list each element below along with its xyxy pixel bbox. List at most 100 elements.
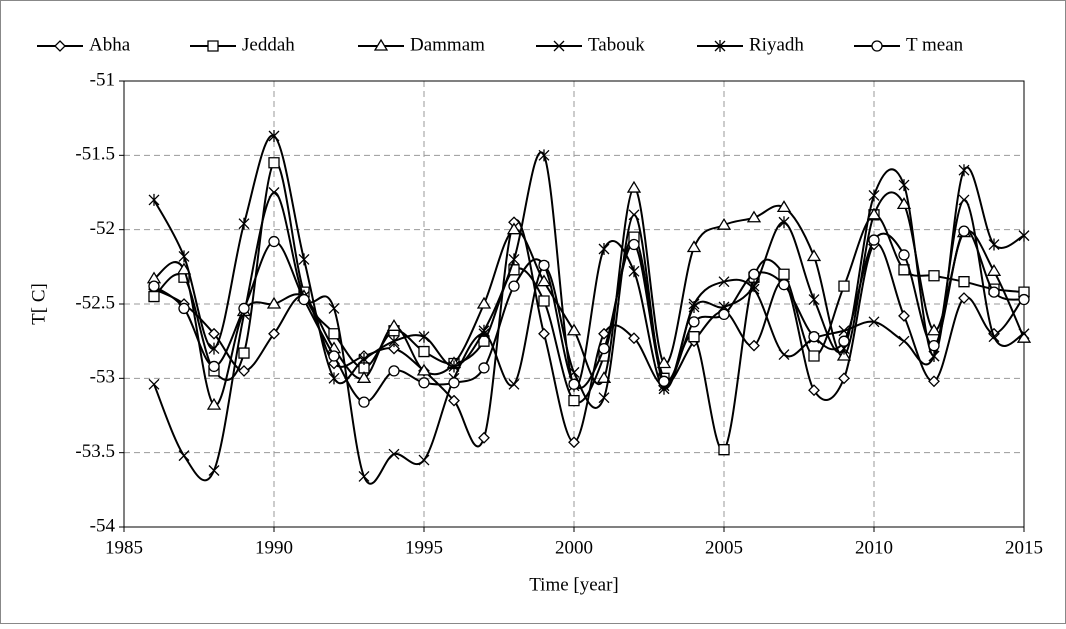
marker bbox=[988, 286, 1000, 298]
x-axis-label: Time [year] bbox=[529, 574, 619, 595]
y-tick-label: -52.5 bbox=[75, 292, 115, 313]
marker bbox=[358, 470, 370, 482]
marker bbox=[478, 362, 490, 374]
marker bbox=[838, 335, 850, 347]
marker bbox=[928, 270, 940, 282]
marker bbox=[238, 217, 250, 230]
series-line bbox=[153, 134, 1025, 390]
marker bbox=[328, 303, 340, 314]
marker bbox=[898, 335, 910, 347]
marker bbox=[328, 350, 340, 362]
legend-label: T mean bbox=[906, 34, 964, 55]
legend-item: Tabouk bbox=[536, 34, 645, 55]
marker bbox=[598, 342, 610, 355]
marker bbox=[568, 394, 580, 407]
legend-marker bbox=[207, 40, 219, 52]
marker bbox=[238, 364, 250, 377]
marker bbox=[208, 360, 220, 373]
marker bbox=[476, 296, 492, 309]
marker bbox=[208, 465, 220, 476]
marker bbox=[268, 157, 280, 169]
marker bbox=[628, 332, 640, 345]
marker bbox=[958, 194, 970, 206]
legend-item: Dammam bbox=[358, 34, 485, 55]
marker bbox=[988, 331, 1000, 343]
marker bbox=[686, 240, 702, 253]
legend-item: Jeddah bbox=[190, 34, 295, 55]
marker bbox=[898, 249, 910, 261]
marker bbox=[718, 308, 730, 321]
marker bbox=[896, 197, 912, 210]
marker bbox=[506, 222, 522, 235]
legend-item: Riyadh bbox=[697, 34, 804, 55]
legend-item: T mean bbox=[854, 34, 964, 55]
marker bbox=[178, 250, 190, 263]
marker bbox=[388, 335, 400, 348]
marker bbox=[746, 210, 762, 223]
marker bbox=[1018, 229, 1030, 242]
marker bbox=[148, 378, 160, 390]
marker bbox=[268, 327, 280, 340]
marker bbox=[598, 242, 610, 255]
marker bbox=[388, 342, 400, 355]
marker bbox=[748, 268, 760, 280]
marker bbox=[868, 316, 880, 328]
marker bbox=[628, 265, 640, 278]
marker bbox=[268, 235, 280, 248]
legend-marker bbox=[373, 38, 389, 51]
marker bbox=[328, 372, 340, 385]
marker bbox=[868, 234, 880, 246]
marker bbox=[806, 249, 822, 262]
y-tick-label: -53 bbox=[90, 367, 115, 388]
marker bbox=[538, 259, 550, 271]
marker bbox=[478, 324, 490, 337]
marker bbox=[568, 378, 580, 390]
marker bbox=[1018, 293, 1030, 306]
marker bbox=[238, 347, 250, 359]
legend-marker bbox=[871, 40, 883, 52]
marker bbox=[418, 345, 430, 358]
marker bbox=[808, 350, 820, 362]
marker bbox=[358, 353, 370, 366]
y-axis-label: T[ C] bbox=[28, 283, 49, 325]
marker bbox=[808, 293, 820, 306]
x-tick-label: 2010 bbox=[855, 537, 893, 558]
x-tick-label: 2005 bbox=[705, 537, 743, 558]
marker bbox=[718, 444, 730, 456]
marker bbox=[448, 394, 460, 407]
marker bbox=[928, 339, 940, 352]
marker bbox=[208, 342, 220, 355]
marker bbox=[566, 323, 582, 336]
x-tick-label: 1990 bbox=[255, 537, 293, 558]
marker bbox=[358, 396, 370, 408]
marker bbox=[418, 330, 430, 343]
x-tick-label: 1995 bbox=[405, 537, 443, 558]
marker bbox=[658, 375, 670, 387]
marker bbox=[898, 264, 910, 276]
y-tick-label: -54 bbox=[90, 515, 116, 536]
marker bbox=[778, 268, 790, 280]
x-tick-label: 2015 bbox=[1005, 537, 1043, 558]
marker bbox=[626, 180, 642, 193]
marker bbox=[988, 238, 1000, 251]
x-tick-label: 1985 bbox=[105, 537, 143, 558]
y-tick-label: -51 bbox=[90, 69, 115, 90]
marker bbox=[598, 392, 610, 404]
marker bbox=[958, 164, 970, 177]
marker bbox=[836, 348, 852, 361]
marker bbox=[958, 276, 970, 288]
marker bbox=[808, 331, 820, 343]
marker bbox=[178, 302, 190, 315]
marker bbox=[598, 327, 610, 340]
marker bbox=[418, 377, 430, 389]
marker bbox=[628, 238, 640, 251]
marker bbox=[866, 207, 882, 220]
marker bbox=[388, 448, 400, 460]
marker bbox=[838, 372, 850, 385]
marker bbox=[416, 363, 432, 376]
marker bbox=[238, 302, 250, 315]
marker bbox=[298, 253, 310, 266]
marker bbox=[448, 377, 460, 389]
marker bbox=[268, 187, 280, 198]
